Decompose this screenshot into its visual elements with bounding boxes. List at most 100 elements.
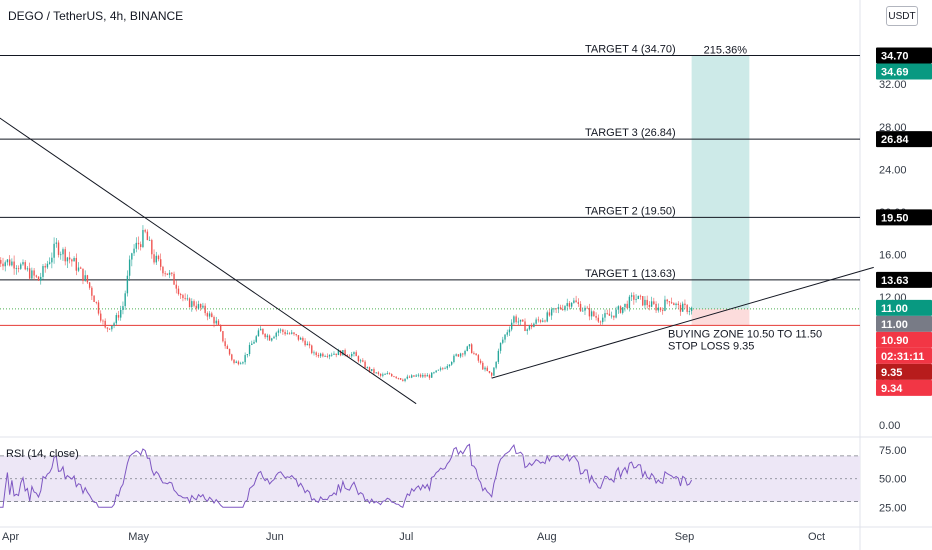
candle-body [93,295,95,302]
candle-body [402,379,404,381]
candle-body [11,261,13,266]
x-tick-label: Sep [675,531,695,543]
price-badge-text: 9.34 [881,383,903,395]
candle-body [186,298,189,300]
candle-body [606,313,608,314]
candle-body [546,312,548,322]
candle-body [610,315,613,317]
candle-body [26,268,29,270]
candle-body [566,303,568,307]
candle-body [686,305,688,312]
price-badge-text: 34.70 [881,50,909,62]
candle-body [584,307,586,311]
candle-body [442,368,444,370]
currency-button[interactable]: USDT [886,6,918,26]
candle-body [37,276,40,281]
candle-body [399,378,402,380]
candle-body [359,360,362,362]
candle-body [635,299,637,300]
candle-body [602,317,604,323]
candle-body [630,295,633,297]
candle-body [2,263,4,267]
price-badge [876,363,932,380]
candle-body [197,304,200,309]
y-tick-label: 32.00 [879,79,907,91]
descending-trendline[interactable] [0,117,417,405]
target-4-label: TARGET 4 (34.70) [585,44,676,56]
candle-body [595,316,597,318]
candle-body [357,356,360,362]
price-badge [876,379,932,396]
candle-body [295,334,297,336]
candle-body [126,275,129,294]
candle-body [273,336,275,339]
candle-body [477,355,480,361]
candle-body [457,354,460,357]
candle-body [364,361,366,368]
candle-body [271,338,273,341]
price-badge-text: 11.00 [881,319,908,331]
price-badges: 34.70 34.69 26.84 19.50 13.63 11.00 11.00 10.90… [876,47,932,396]
candle-body [530,325,533,328]
candle-body [506,332,508,335]
price-badge-text: 26.84 [881,134,909,146]
candle-body [597,317,600,322]
candle-body [162,266,164,274]
candle-body [297,335,300,340]
candle-body [422,374,424,377]
candle-body [377,372,380,374]
candle-body [328,354,331,357]
ascending-trendline[interactable] [491,266,874,379]
candle-body [51,257,53,263]
candle-body [60,254,62,256]
candle-body [415,375,417,377]
candle-body [171,272,173,274]
candle-body [168,272,171,275]
candle-body [233,359,235,363]
candle-body [517,321,520,323]
candle-body [113,323,115,326]
candle-body [637,295,639,300]
candle-body [131,253,133,260]
candle-body [253,341,255,344]
candle-body [44,266,46,268]
candle-body [519,319,522,322]
candle-body [502,339,504,343]
candle-body [24,262,26,270]
candle-body [568,303,571,307]
price-badge [876,315,932,332]
candle-body [650,301,653,307]
candle-body [68,257,71,260]
candle-body [657,307,659,311]
candle-body [379,373,382,376]
candle-body [575,300,577,303]
candle-body [564,306,566,310]
price-badge [876,299,932,316]
candle-body [264,333,266,338]
candle-body [426,375,428,377]
x-tick-label: Jun [266,531,284,543]
candle-body [157,255,160,260]
candle-body [80,267,82,269]
rsi-tick-label: 75.00 [879,445,907,457]
candle-body [160,259,162,267]
candle-body [419,374,422,377]
candle-body [448,364,451,367]
candle-body [155,255,157,263]
candle-body [679,304,682,312]
candle-body [666,299,668,302]
candle-body [175,284,177,289]
candle-body [604,313,606,318]
candle-body [548,312,551,316]
candle-body [406,376,408,379]
candle-body [206,313,209,317]
candle-body [386,373,388,375]
candle-body [22,262,24,265]
candle-body [31,270,33,279]
candle-body [4,262,6,267]
candle-body [424,374,426,377]
candle-body [275,332,277,337]
trendlines[interactable] [0,117,874,405]
candle-body [117,315,120,318]
